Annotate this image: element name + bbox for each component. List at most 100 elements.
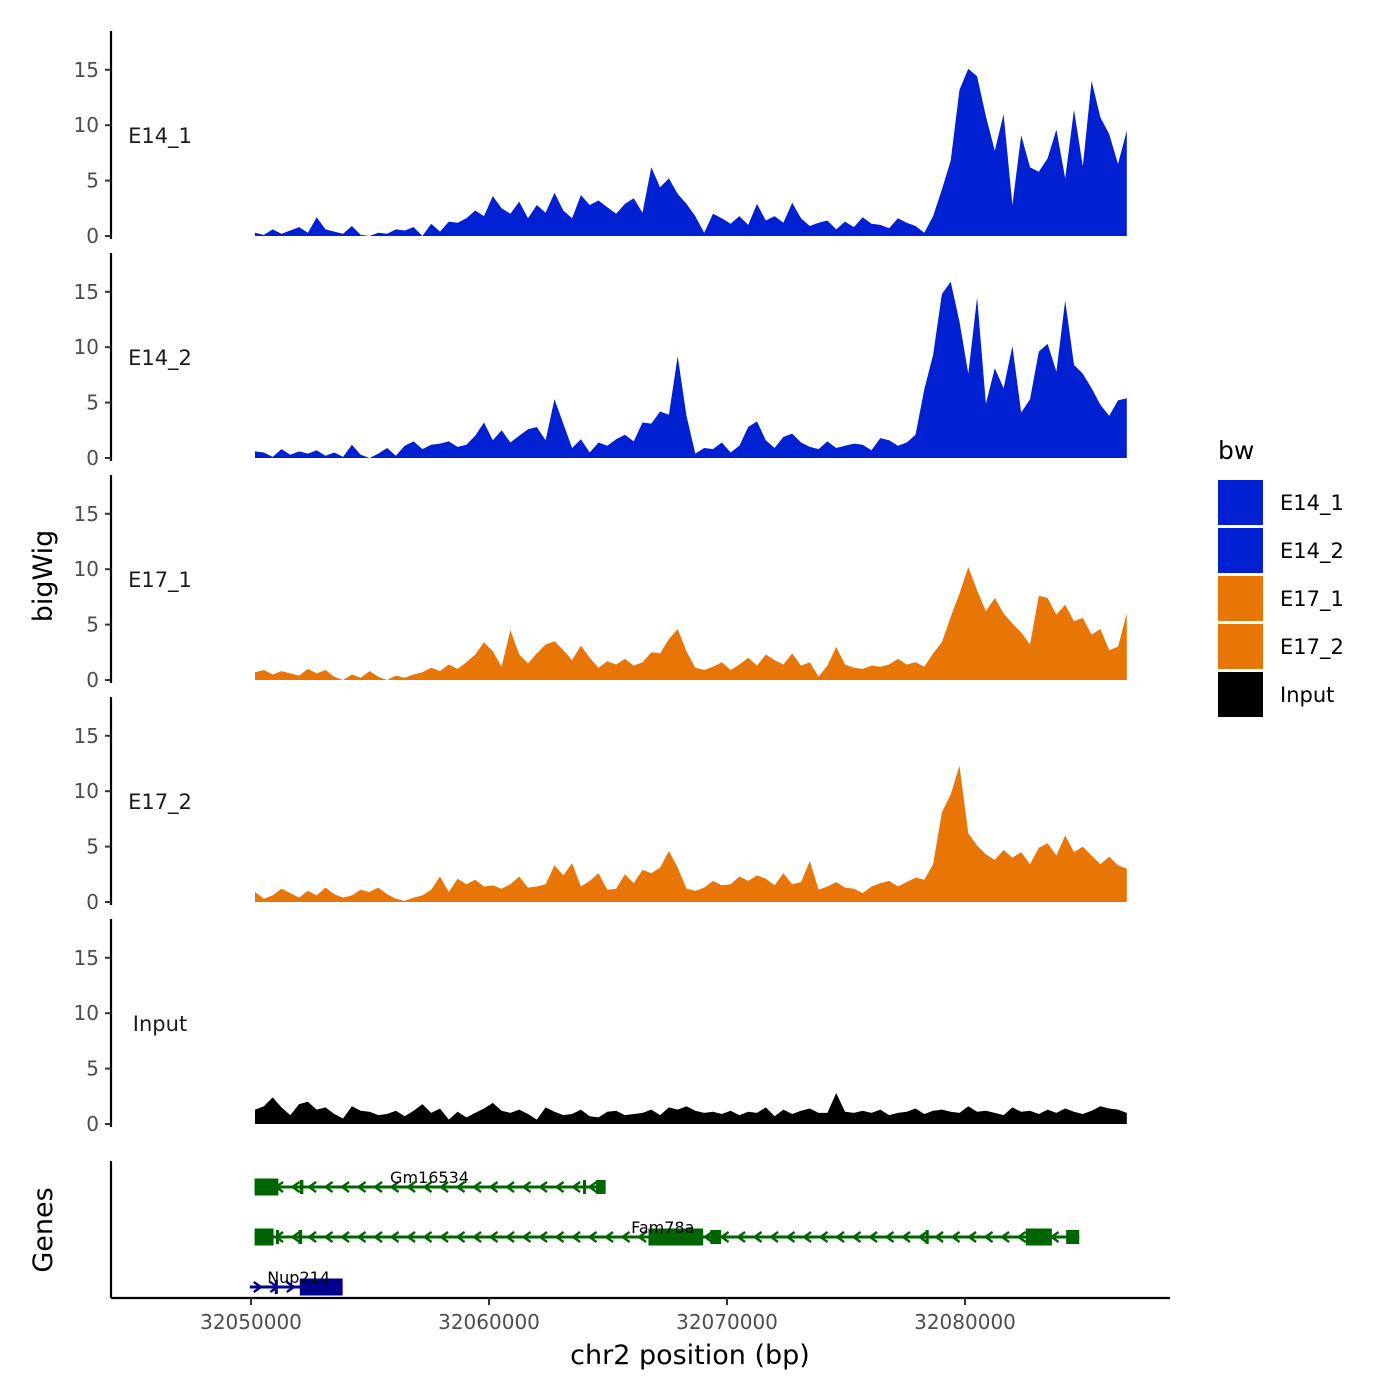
strand-chevron [356,1231,367,1243]
strand-chevron [323,1231,334,1243]
strand-chevron [290,1231,301,1243]
strand-chevron [406,1181,416,1193]
strand-chevron [752,1231,763,1243]
legend-key-e17-1 [1218,576,1263,621]
exon-fam78a-2 [298,1230,303,1244]
strand-chevron [422,1231,433,1243]
strand-chevron [934,1231,944,1243]
exon-nup214-0 [274,1280,278,1294]
y-tick-label-e14-2-15: 15 [74,280,99,304]
track-panel-e17-2: 0 5 10 15 E17_2 [74,697,1127,914]
y-axis-title: bigWig [28,530,59,623]
x-tick-label-32050000: 32050000 [200,1310,302,1334]
strand-chevron [851,1231,862,1243]
strand-chevron [967,1231,977,1243]
gene-label-fam78a: Fam78a [631,1218,694,1237]
area-e17-1 [255,567,1127,680]
area-e17-2 [255,765,1127,902]
panel-label-e14-2: E14_2 [128,346,192,371]
strand-chevron [983,1231,994,1243]
strand-chevron [917,1231,928,1243]
strand-chevron [455,1181,466,1193]
panel-label-e14-1: E14_1 [128,124,192,149]
exon-fam78a-4 [710,1230,722,1244]
strand-chevron [505,1181,515,1193]
strand-chevron [422,1181,433,1193]
strand-chevron [488,1181,499,1193]
gene-fam78a: Fam78a [254,1218,1080,1246]
exon-fam78a-5 [925,1230,929,1244]
y-tick-label-e14-2-0: 0 [86,446,99,470]
strand-chevron [571,1181,581,1193]
legend: bw E14_1 E14_2 E17_1 E17_2 Input [1218,436,1344,717]
x-tick-label-32060000: 32060000 [438,1310,540,1334]
y-tick-label-e14-1-5: 5 [86,169,99,193]
strand-chevron [868,1231,878,1243]
exon-fam78a-7 [1066,1230,1080,1244]
y-tick-label-input-10: 10 [74,1001,99,1025]
track-panel-e17-1: 0 5 10 15 E17_1 [74,475,1127,692]
y-tick-label-e17-2-10: 10 [74,779,99,803]
strand-chevron [587,1181,598,1193]
strand-chevron [521,1231,532,1243]
panel-label-input: Input [133,1012,187,1036]
exon-gm16534-1 [299,1180,304,1194]
strand-chevron [901,1231,911,1243]
strand-chevron [406,1231,416,1243]
y-tick-label-input-15: 15 [74,946,99,970]
y-tick-label-e17-1-0: 0 [86,668,99,692]
strand-chevron [950,1231,961,1243]
strand-chevron [818,1231,829,1243]
strand-chevron [1016,1231,1027,1243]
legend-label-e17-2: E17_2 [1280,635,1344,660]
strand-chevron [488,1231,499,1243]
exon-fam78a-1 [275,1230,279,1244]
legend-key-e14-1 [1218,480,1263,525]
strand-chevron [286,1281,296,1293]
y-tick-label-e17-2-5: 5 [86,835,99,859]
strand-chevron [802,1231,812,1243]
strand-chevron [554,1231,565,1243]
strand-chevron [620,1231,631,1243]
strand-chevron [521,1181,532,1193]
gene-label-nup214: Nup214 [267,1268,330,1287]
legend-key-e17-2 [1218,624,1263,669]
gene-nup214: Nup214 [249,1268,343,1296]
legend-label-e14-2: E14_2 [1280,539,1344,564]
strand-chevron [307,1231,317,1243]
panel-label-e17-2: E17_2 [128,790,192,815]
strand-chevron [835,1231,845,1243]
y-tick-label-e14-1-0: 0 [86,224,99,248]
strand-chevron [439,1231,449,1243]
strand-chevron [439,1181,449,1193]
exon-gm16534-3 [596,1180,606,1194]
strand-chevron [736,1231,746,1243]
legend-label-e17-1: E17_1 [1280,587,1344,612]
panels-group: 0 5 10 15 E14_1 0 5 10 15 E14_2 0 5 10 15 E17_1 0 5 10 15 E… [74,31,1127,1136]
y-tick-label-e14-1-15: 15 [74,58,99,82]
exon-gm16534-2 [583,1180,587,1194]
legend-label-input: Input [1280,683,1334,707]
y-tick-label-e17-2-15: 15 [74,724,99,748]
strand-chevron [703,1231,713,1243]
strand-chevron [505,1231,515,1243]
strand-chevron [884,1231,895,1243]
strand-chevron [340,1181,350,1193]
strand-chevron [472,1231,482,1243]
x-axis-title: chr2 position (bp) [570,1340,810,1371]
strand-chevron [538,1181,548,1193]
y-tick-label-e17-1-5: 5 [86,613,99,637]
gene-label-gm16534: Gm16534 [390,1168,469,1187]
legend-label-e14-1: E14_1 [1280,491,1344,516]
strand-chevron [323,1181,334,1193]
strand-chevron [472,1181,482,1193]
strand-chevron [389,1231,400,1243]
area-input [255,1093,1127,1124]
x-tick-label-32080000: 32080000 [914,1310,1016,1334]
track-panel-e14-2: 0 5 10 15 E14_2 [74,253,1127,470]
strand-chevron [389,1181,400,1193]
strand-chevron [637,1231,647,1243]
y-tick-label-e17-1-10: 10 [74,557,99,581]
y-tick-label-e14-2-5: 5 [86,391,99,415]
